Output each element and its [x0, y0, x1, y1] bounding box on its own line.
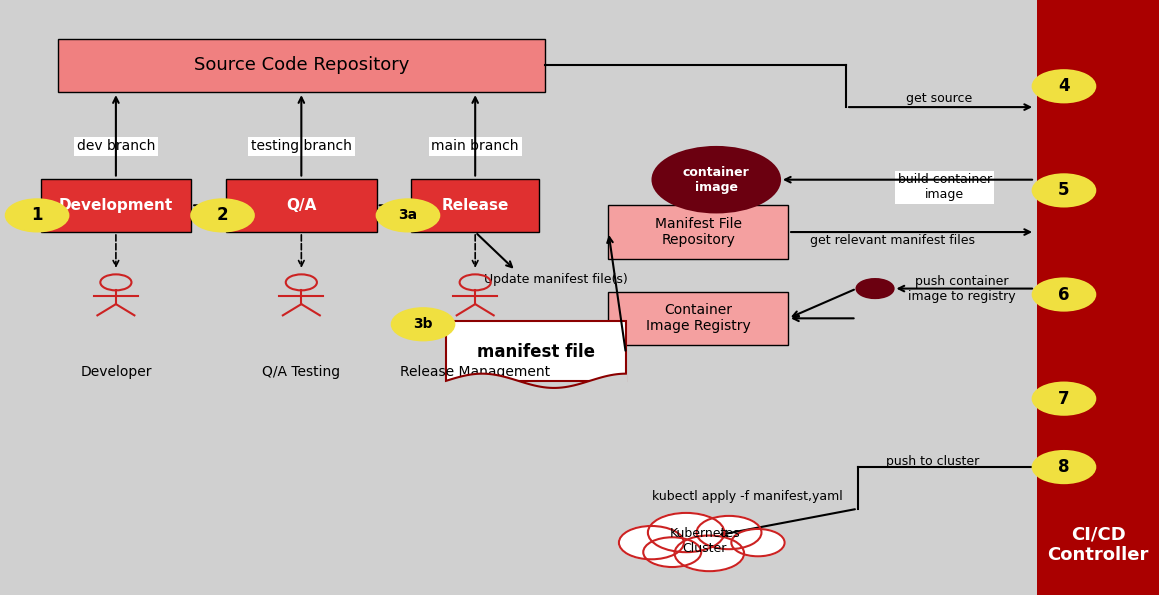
Circle shape [697, 516, 761, 549]
Text: CI/CD
Controller: CI/CD Controller [1048, 525, 1149, 564]
Text: push to cluster: push to cluster [887, 455, 979, 468]
Text: container
image: container image [683, 165, 750, 194]
Text: dev branch: dev branch [76, 139, 155, 154]
Text: Release Management: Release Management [400, 365, 551, 379]
Text: Manifest File
Repository: Manifest File Repository [655, 217, 742, 247]
Text: 7: 7 [1058, 390, 1070, 408]
Text: Container
Image Registry: Container Image Registry [646, 303, 751, 333]
Text: Kubernetes
Cluster: Kubernetes Cluster [670, 527, 739, 556]
Text: 3a: 3a [399, 208, 417, 223]
Circle shape [643, 537, 701, 567]
Circle shape [1033, 174, 1095, 206]
FancyBboxPatch shape [58, 39, 545, 92]
Text: Update manifest file(s): Update manifest file(s) [484, 273, 628, 286]
Text: Q/A: Q/A [286, 198, 316, 213]
Text: 1: 1 [31, 206, 43, 224]
FancyBboxPatch shape [411, 178, 539, 232]
Text: Q/A Testing: Q/A Testing [262, 365, 341, 379]
Circle shape [857, 279, 894, 298]
Text: manifest file: manifest file [478, 343, 595, 361]
Circle shape [1033, 383, 1095, 415]
FancyBboxPatch shape [446, 321, 626, 381]
Text: Source Code Repository: Source Code Repository [194, 57, 409, 74]
Text: 8: 8 [1058, 458, 1070, 476]
Circle shape [648, 513, 724, 552]
Circle shape [377, 199, 439, 231]
Circle shape [731, 529, 785, 556]
Circle shape [653, 147, 780, 212]
Text: 2: 2 [217, 206, 228, 224]
Text: 5: 5 [1058, 181, 1070, 199]
Text: testing branch: testing branch [250, 139, 352, 154]
FancyBboxPatch shape [1037, 0, 1159, 595]
Text: 4: 4 [1058, 77, 1070, 95]
FancyBboxPatch shape [226, 178, 377, 232]
Text: Release: Release [442, 198, 509, 213]
Text: get source: get source [905, 92, 972, 105]
Circle shape [1033, 451, 1095, 483]
Text: push container
image to registry: push container image to registry [909, 274, 1015, 303]
Circle shape [675, 536, 744, 571]
Circle shape [6, 199, 68, 231]
Text: get relevant manifest files: get relevant manifest files [810, 234, 975, 248]
FancyBboxPatch shape [41, 178, 191, 232]
Text: 6: 6 [1058, 286, 1070, 303]
Text: kubectl apply -f manifest,yaml: kubectl apply -f manifest,yaml [653, 490, 843, 503]
FancyBboxPatch shape [608, 292, 788, 345]
Text: main branch: main branch [431, 139, 519, 154]
FancyBboxPatch shape [608, 205, 788, 259]
Circle shape [191, 199, 254, 231]
Text: Developer: Developer [80, 365, 152, 379]
Text: build container
image: build container image [897, 173, 992, 202]
Text: 3b: 3b [414, 317, 432, 331]
Circle shape [392, 308, 454, 340]
Text: Development: Development [59, 198, 173, 213]
Circle shape [619, 526, 684, 559]
Circle shape [1033, 278, 1095, 311]
Circle shape [1033, 70, 1095, 102]
